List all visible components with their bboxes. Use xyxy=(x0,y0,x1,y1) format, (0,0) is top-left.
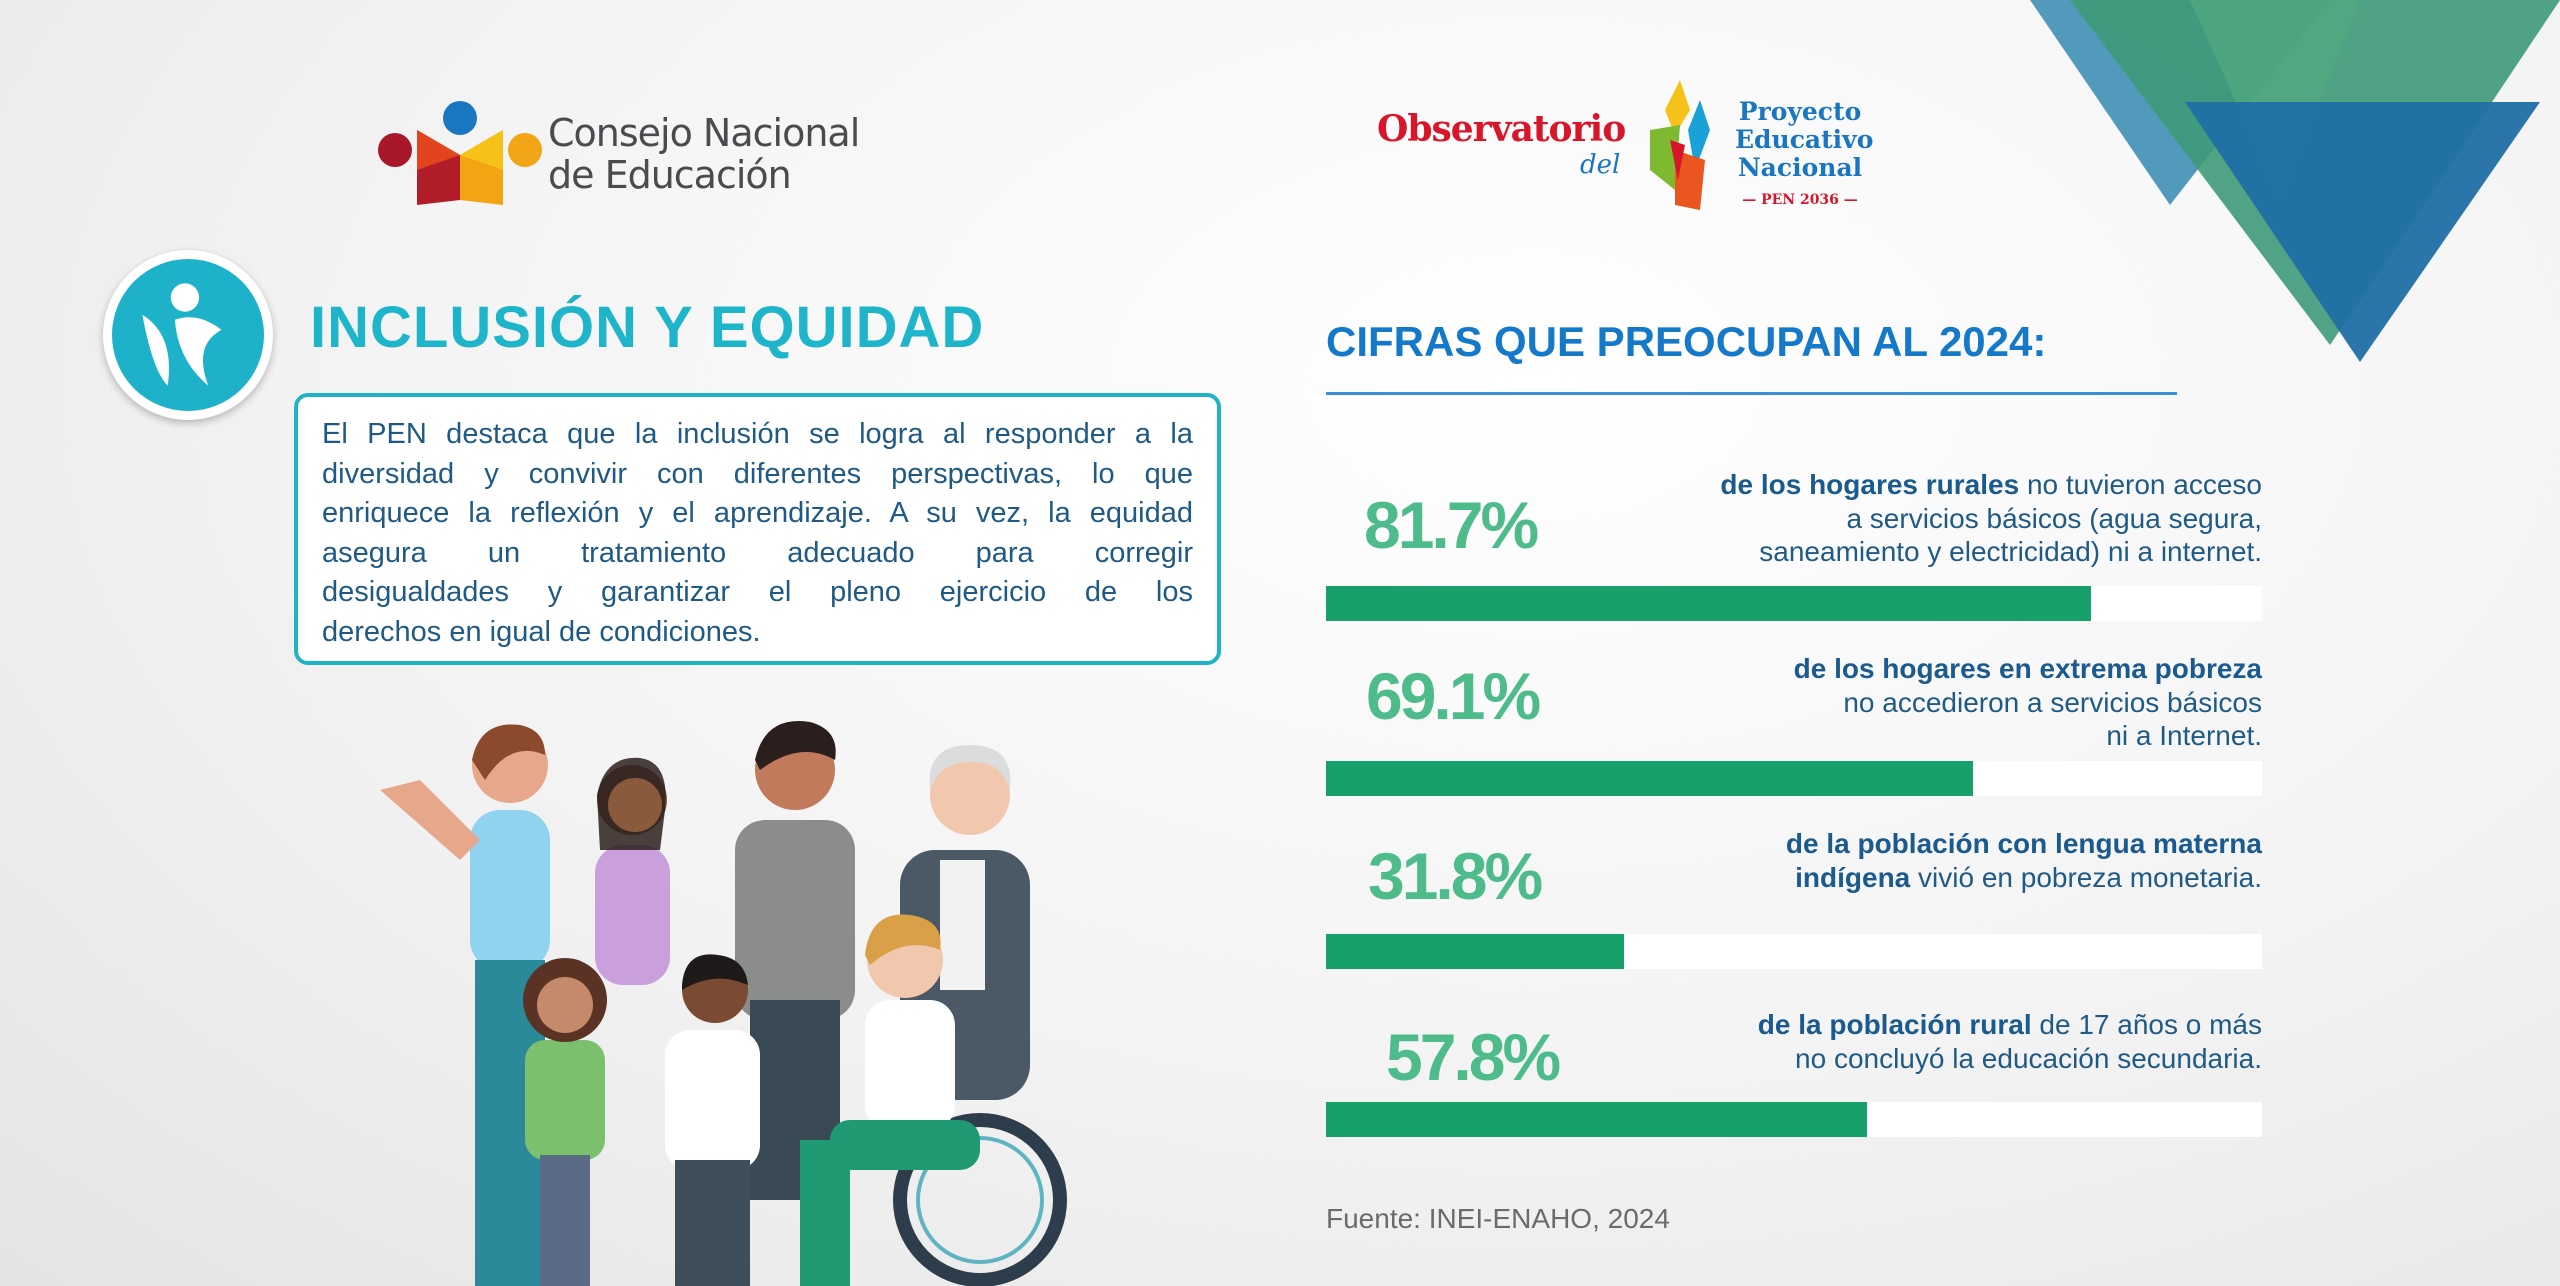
pen-name: Proyecto Educativo Nacional xyxy=(1735,97,1874,182)
stat-text: vivió en pobreza monetaria. xyxy=(1910,861,2262,893)
description-line: enriquece la reflexión y el aprendizaje.… xyxy=(322,497,1193,529)
source-note: Fuente: INEI-ENAHO, 2024 xyxy=(1326,1203,1670,1234)
stat-bold: de los hogares en extrema pobreza xyxy=(1793,653,2262,684)
section-title: INCLUSIÓN Y EQUIDAD xyxy=(310,295,985,360)
stat-text: ni a Internet. xyxy=(2106,720,2262,751)
pen-figures-logo xyxy=(1650,80,1710,210)
cne-logo xyxy=(378,101,542,205)
stat-description: de la población con lengua materna indíg… xyxy=(1442,827,2262,894)
cne-line1: Consejo Nacional xyxy=(548,111,860,155)
stat-bar xyxy=(1326,934,2262,969)
stat-text: no concluyó la educación secundaria. xyxy=(1795,1042,2262,1074)
stat-text: saneamiento y electricidad) ni a interne… xyxy=(1759,536,2262,567)
stat-bold: de los hogares rurales xyxy=(1720,469,2020,500)
title-divider xyxy=(1326,392,2177,395)
stat-bar xyxy=(1326,586,2262,621)
description-line: asegura un tratamiento adecuado para cor… xyxy=(322,536,1193,569)
stat-bold: de la población rural xyxy=(1757,1009,2032,1040)
stat-bar-fill xyxy=(1326,1102,1867,1137)
stat-bar-fill xyxy=(1326,761,1973,796)
stat-percent: 69.1% xyxy=(1366,659,1541,733)
stat-text: a servicios básicos (agua segura, xyxy=(1846,502,2262,534)
description-line: derechos en igual de condiciones. xyxy=(322,615,761,648)
pen-line: Nacional xyxy=(1737,153,1863,182)
stat-bar-fill xyxy=(1326,934,1624,969)
stat-bold: indígena xyxy=(1795,861,1911,893)
cifras-title: CIFRAS QUE PREOCUPAN AL 2024: xyxy=(1326,318,2047,365)
description-line: desigualdades y garantizar el pleno ejer… xyxy=(322,576,1193,608)
cne-logo-text: Consejo Nacional de Educación xyxy=(548,111,860,197)
stat-text: no tuvieron acceso xyxy=(2019,469,2262,500)
pen-line: Proyecto xyxy=(1738,97,1862,126)
stat-text: no accedieron a servicios básicos xyxy=(1843,686,2262,718)
stat-bar xyxy=(1326,761,2262,796)
stat-bar-fill xyxy=(1326,586,2091,621)
stat-percent: 31.8% xyxy=(1368,839,1543,913)
stat-bold: de la población con lengua materna xyxy=(1785,828,2262,859)
stat-bar xyxy=(1326,1102,2262,1137)
observatorio-title: Observatorio xyxy=(1377,108,1626,150)
stat-description: de la población rural de 17 años o más n… xyxy=(1442,1008,2262,1075)
inclusion-icon-badge xyxy=(103,250,273,420)
description-line: diversidad y convivir con diferentes per… xyxy=(322,457,1193,490)
description-line: El PEN destaca que la inclusión se logra… xyxy=(322,418,1193,450)
stat-description: de los hogares rurales no tuvieron acces… xyxy=(1442,468,2262,569)
decorative-triangles xyxy=(2030,0,2560,362)
observatorio-del: del xyxy=(1580,150,1621,180)
stat-percent: 81.7% xyxy=(1364,488,1539,562)
diverse-people-illustration xyxy=(380,721,1067,1286)
stat-description: de los hogares en extrema pobreza no acc… xyxy=(1442,652,2262,753)
inclusion-people-icon xyxy=(142,283,222,386)
stat-percent: 57.8% xyxy=(1386,1020,1561,1094)
stat-text: de 17 años o más xyxy=(2031,1009,2262,1040)
description-box: El PEN destaca que la inclusión se logra… xyxy=(294,393,1221,665)
pen-year: — PEN 2036 — xyxy=(1742,192,1858,208)
cne-line2: de Educación xyxy=(548,153,792,197)
pen-line: Educativo xyxy=(1735,125,1874,154)
